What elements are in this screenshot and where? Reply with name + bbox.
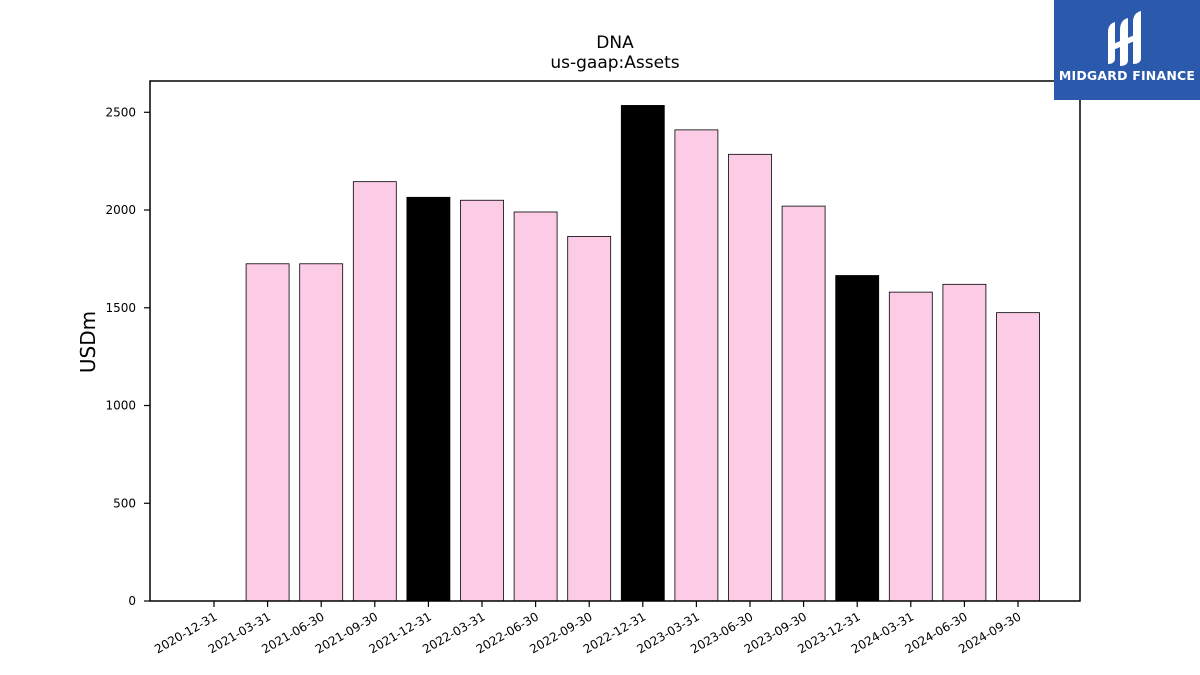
chart-title: DNA — [596, 33, 634, 53]
bar-2022-12-31 — [620, 105, 665, 602]
y-tick-label: 2000 — [105, 203, 136, 217]
bar-2021-03-31 — [245, 263, 290, 602]
bar-2024-03-31 — [888, 291, 933, 602]
midgard-logo-icon — [1108, 11, 1141, 66]
x-ticks-group: 2020-12-312021-03-312021-06-302021-09-30… — [152, 601, 1024, 656]
bar-2023-09-30 — [781, 205, 826, 602]
y-axis-label: USDm — [76, 311, 100, 373]
y-ticks-group: 0 500 1000 1500 2000 2500 — [105, 105, 150, 608]
bar-2021-09-30 — [352, 181, 397, 602]
bar-2023-03-31 — [674, 129, 719, 602]
y-tick-label: 0 — [128, 594, 136, 608]
bar-2021-12-31 — [406, 196, 451, 602]
bar-2024-06-30 — [942, 283, 987, 602]
logo-text: MIDGARD FINANCE — [1058, 68, 1196, 83]
bar-2022-09-30 — [567, 236, 612, 602]
chart-subtitle: us-gaap:Assets — [550, 53, 679, 73]
y-tick-label: 1000 — [105, 399, 136, 413]
bar-2023-06-30 — [728, 153, 772, 602]
bar-2021-06-30 — [299, 263, 344, 602]
midgard-finance-logo: MIDGARD FINANCE — [1054, 0, 1200, 100]
bar-2022-03-31 — [460, 199, 504, 602]
y-tick-label: 2500 — [105, 105, 136, 119]
y-tick-label: 1500 — [105, 301, 136, 315]
bar-2022-06-30 — [513, 211, 558, 602]
y-tick-label: 500 — [113, 496, 136, 510]
bar-2024-09-30 — [996, 312, 1040, 602]
bar-2023-12-31 — [835, 275, 880, 602]
bars-group — [245, 105, 1040, 602]
plot-frame — [149, 80, 1081, 602]
